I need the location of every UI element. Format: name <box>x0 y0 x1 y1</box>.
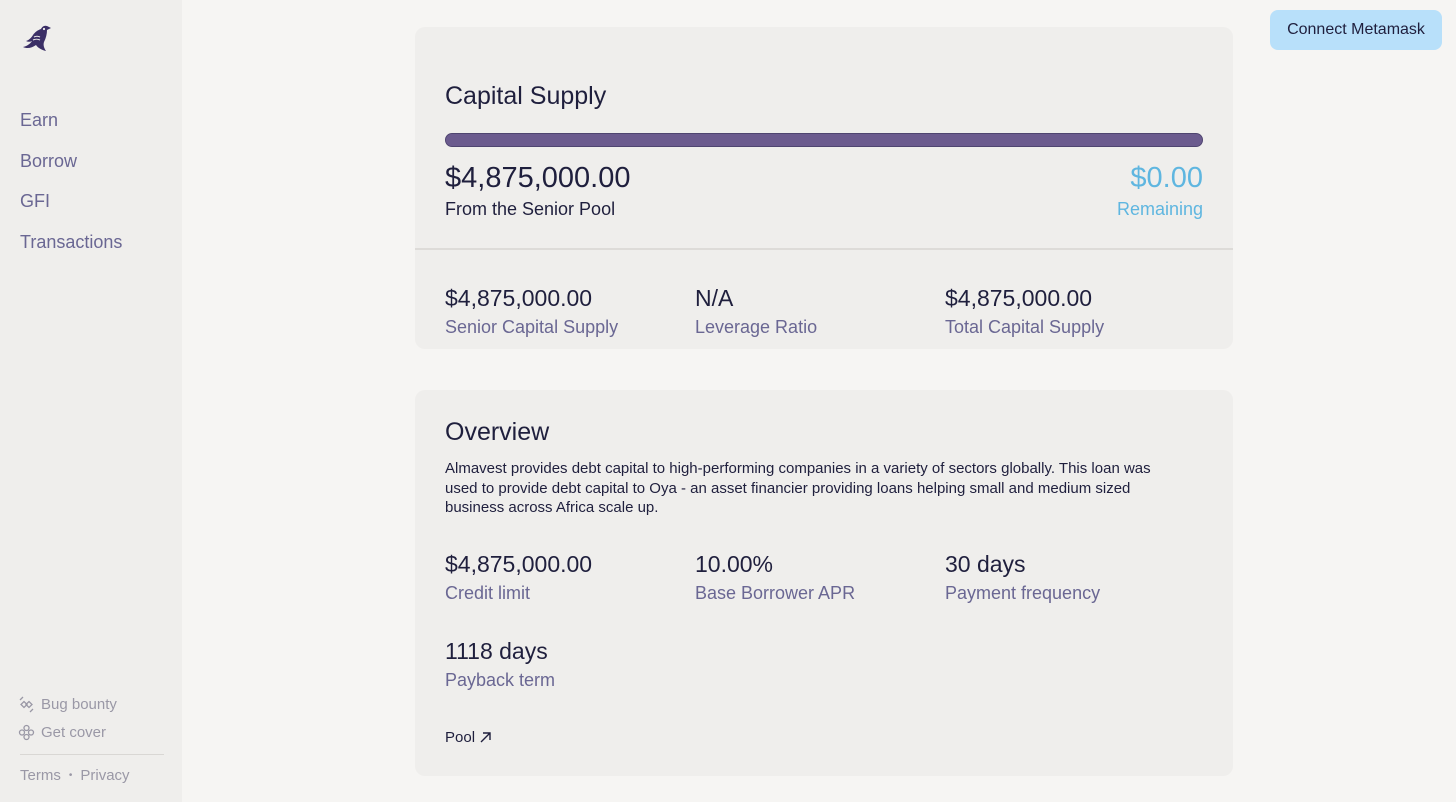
leverage-ratio-stat: N/A Leverage Ratio <box>695 283 935 341</box>
nav-item-earn[interactable]: Earn <box>20 110 59 130</box>
capital-supply-card: Capital Supply $4,875,000.00 From the Se… <box>415 27 1233 349</box>
nav-item-borrow[interactable]: Borrow <box>20 150 78 171</box>
get-cover-label: Get cover <box>41 723 107 741</box>
stat-label: Senior Capital Supply <box>445 317 619 337</box>
pool-link[interactable]: Pool <box>445 729 492 746</box>
external-link-arrow-icon <box>480 732 491 743</box>
overview-title: Overview <box>445 418 550 446</box>
capital-supply-progress-bar <box>445 133 1203 147</box>
stat-value: $4,875,000.00 <box>445 285 593 311</box>
total-capital-supply-stat: $4,875,000.00 Total Capital Supply <box>945 283 1185 341</box>
stat-value: $4,875,000.00 <box>445 551 593 577</box>
stat-value: $4,875,000.00 <box>945 285 1093 311</box>
remaining-amount: $0.00 <box>1130 162 1203 194</box>
terms-link[interactable]: Terms <box>20 767 61 784</box>
sidebar-footer: Bug bounty Get cover Terms • Privacy <box>18 690 164 784</box>
capital-supply-title: Capital Supply <box>445 82 607 110</box>
stat-label: Credit limit <box>445 583 531 603</box>
payback-term-stat: 1118 days Payback term <box>445 636 685 694</box>
credit-limit-stat: $4,875,000.00 Credit limit <box>445 549 685 607</box>
stat-value: N/A <box>695 285 734 311</box>
payment-frequency-stat: 30 days Payment frequency <box>945 549 1185 607</box>
privacy-link[interactable]: Privacy <box>80 767 130 784</box>
nav-item-gfi[interactable]: GFI <box>20 191 50 211</box>
connect-metamask-button[interactable]: Connect Metamask <box>1270 10 1442 50</box>
stat-label: Leverage Ratio <box>695 317 818 337</box>
capital-supply-progress-fill <box>446 134 1202 146</box>
supplied-source-label: From the Senior Pool <box>445 199 616 219</box>
stat-value: 30 days <box>945 551 1026 577</box>
stat-label: Payment frequency <box>945 583 1101 603</box>
stat-value: 1118 days <box>445 638 548 664</box>
pool-link-label: Pool <box>445 729 476 746</box>
remaining-label: Remaining <box>1116 199 1203 219</box>
stat-label: Base Borrower APR <box>695 583 856 603</box>
supplied-amount: $4,875,000.00 <box>445 162 631 194</box>
borrower-apr-stat: 10.00% Base Borrower APR <box>695 549 935 607</box>
legal-links: Terms • Privacy <box>18 767 164 784</box>
stat-label: Total Capital Supply <box>945 317 1105 337</box>
goldfinch-logo-icon[interactable] <box>20 22 54 56</box>
sidebar-footer-divider <box>20 754 164 755</box>
nav-item-transactions[interactable]: Transactions <box>20 231 123 252</box>
sidebar: Earn Borrow GFI Transactions Bug bounty … <box>0 0 182 802</box>
stat-label: Payback term <box>445 670 556 690</box>
card-divider <box>415 248 1233 250</box>
bug-bounty-link[interactable]: Bug bounty <box>18 690 164 718</box>
overview-card: Overview Almavest provides debt capital … <box>415 390 1233 776</box>
overview-description: Almavest provides debt capital to high-p… <box>445 460 1151 516</box>
bug-bounty-label: Bug bounty <box>41 695 117 713</box>
stat-value: 10.00% <box>695 551 774 577</box>
legal-separator: • <box>68 770 73 781</box>
get-cover-icon <box>18 724 35 740</box>
get-cover-link[interactable]: Get cover <box>18 718 164 746</box>
main-nav: Earn Borrow GFI Transactions <box>20 108 122 270</box>
bug-bounty-icon <box>19 696 34 712</box>
senior-capital-supply-stat: $4,875,000.00 Senior Capital Supply <box>445 283 685 341</box>
